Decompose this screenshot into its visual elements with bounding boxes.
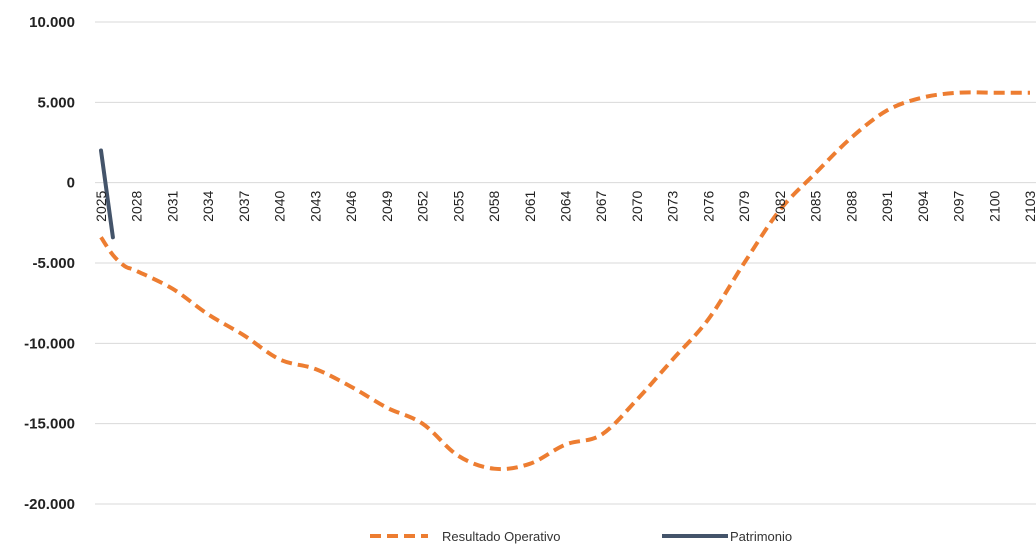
y-tick-label: 5.000 [37,94,75,111]
y-tick-label: 10.000 [29,14,75,31]
x-tick-label: 2055 [450,190,466,221]
x-tick-label: 2091 [879,190,895,221]
x-tick-label: 2049 [379,190,395,221]
x-tick-label: 2082 [772,190,788,221]
x-tick-label: 2058 [486,190,502,221]
series-line-resultado-operativo [99,90,1030,472]
x-axis-ticks: 2025 2028 2031 2034 2037 2040 2043 2046 2049 2052… [93,190,1036,221]
series-lines [99,90,1030,472]
x-tick-label: 2040 [272,190,288,221]
x-tick-label: 2064 [558,190,574,221]
x-tick-label: 2085 [808,190,824,221]
x-tick-label: 2052 [415,190,431,221]
y-tick-label: -10.000 [24,335,75,352]
x-tick-label: 2037 [236,190,252,221]
x-tick-label: 2025 [93,190,109,221]
legend-label-resultado-operativo: Resultado Operativo [442,529,561,544]
x-tick-label: 2073 [665,190,681,221]
x-tick-label: 2028 [129,190,145,221]
y-tick-label: -15.000 [24,416,75,433]
x-tick-label: 2097 [951,190,967,221]
x-tick-label: 2088 [843,190,859,221]
x-tick-label: 2031 [165,190,181,221]
y-tick-label: -20.000 [24,496,75,513]
legend: Resultado Operativo Patrimonio [370,529,792,544]
x-tick-label: 2100 [986,190,1002,221]
x-tick-label: 2067 [593,190,609,221]
x-tick-label: 2070 [629,190,645,221]
x-tick-label: 2079 [736,190,752,221]
y-tick-label: 0 [67,175,75,192]
x-tick-label: 2034 [200,190,216,221]
x-tick-label: 2046 [343,190,359,221]
gridlines [95,21,1036,505]
legend-label-patrimonio: Patrimonio [730,529,792,544]
x-tick-label: 2043 [307,190,323,221]
x-tick-label: 2094 [915,190,931,221]
y-axis-ticks: 10.000 5.000 0 -5.000 -10.000 -15.000 -20.000 [24,14,75,513]
series-line-patrimonio [99,148,115,240]
x-tick-label: 2061 [522,190,538,221]
y-tick-label: -5.000 [32,255,75,272]
x-tick-label: 2076 [700,190,716,221]
x-tick-label: 2103 [1022,190,1036,221]
